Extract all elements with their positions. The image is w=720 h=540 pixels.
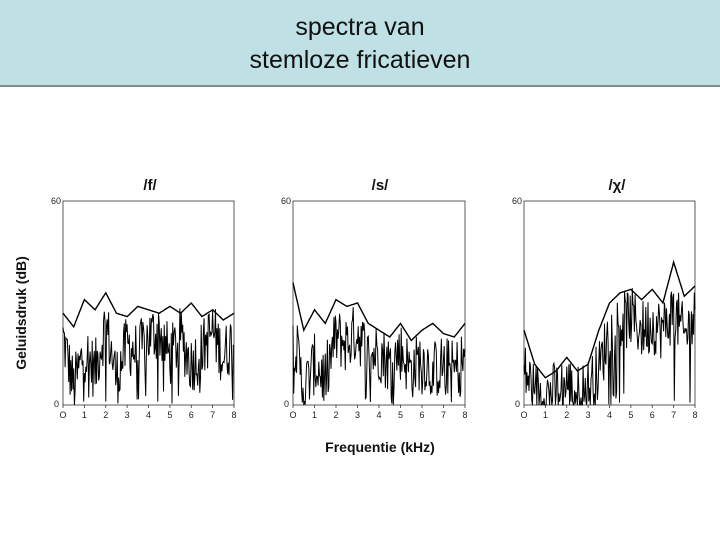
spectrum-line-2	[292, 307, 466, 406]
y-tick-label-0: 0	[515, 399, 520, 409]
x-tick-label-0: O	[59, 410, 66, 420]
panel-title-1: /f/	[143, 177, 157, 194]
x-tick-label-3: 3	[355, 410, 360, 420]
x-tick-label-7: 7	[441, 410, 446, 420]
x-tick-label-4: 4	[607, 410, 612, 420]
x-tick-label-1: 1	[82, 410, 87, 420]
envelope-line-1	[62, 291, 235, 329]
x-axis-label: Frequentie (kHz)	[325, 439, 435, 455]
panel-title-2: /s/	[372, 177, 390, 194]
spectrum-line-1	[62, 308, 235, 406]
x-tick-label-2: 2	[564, 410, 569, 420]
x-tick-label-0: O	[520, 410, 527, 420]
x-tick-label-8: 8	[462, 410, 467, 420]
slide-header: spectra van stemloze fricatieven	[0, 0, 720, 87]
x-tick-label-5: 5	[628, 410, 633, 420]
slide-title-line-1: spectra van	[295, 13, 425, 41]
y-tick-label-60: 60	[512, 196, 522, 206]
x-tick-label-8: 8	[231, 410, 236, 420]
panel-title-3: /χ/	[609, 177, 627, 194]
x-tick-label-6: 6	[419, 410, 424, 420]
y-tick-label-0: 0	[54, 399, 59, 409]
slide-title-line-2: stemloze fricatieven	[249, 46, 471, 74]
x-tick-label-5: 5	[167, 410, 172, 420]
x-tick-label-2: 2	[103, 410, 108, 420]
x-tick-label-7: 7	[210, 410, 215, 420]
spectrum-line-3	[523, 288, 696, 407]
y-axis-label: Geluidsdruk (dB)	[13, 256, 29, 370]
x-tick-label-7: 7	[671, 410, 676, 420]
x-tick-label-3: 3	[125, 410, 130, 420]
y-tick-label-60: 60	[281, 196, 291, 206]
x-tick-label-2: 2	[333, 410, 338, 420]
x-tick-label-6: 6	[189, 410, 194, 420]
x-tick-label-1: 1	[312, 410, 317, 420]
x-tick-label-4: 4	[376, 410, 381, 420]
y-tick-label-0: 0	[284, 399, 289, 409]
x-tick-label-3: 3	[586, 410, 591, 420]
x-tick-label-5: 5	[398, 410, 403, 420]
x-tick-label-6: 6	[650, 410, 655, 420]
x-tick-label-0: O	[289, 410, 296, 420]
envelope-line-3	[523, 259, 696, 379]
x-tick-label-1: 1	[543, 410, 548, 420]
envelope-line-2	[292, 282, 466, 342]
x-tick-label-4: 4	[146, 410, 151, 420]
x-tick-label-8: 8	[692, 410, 697, 420]
y-tick-label-60: 60	[51, 196, 61, 206]
